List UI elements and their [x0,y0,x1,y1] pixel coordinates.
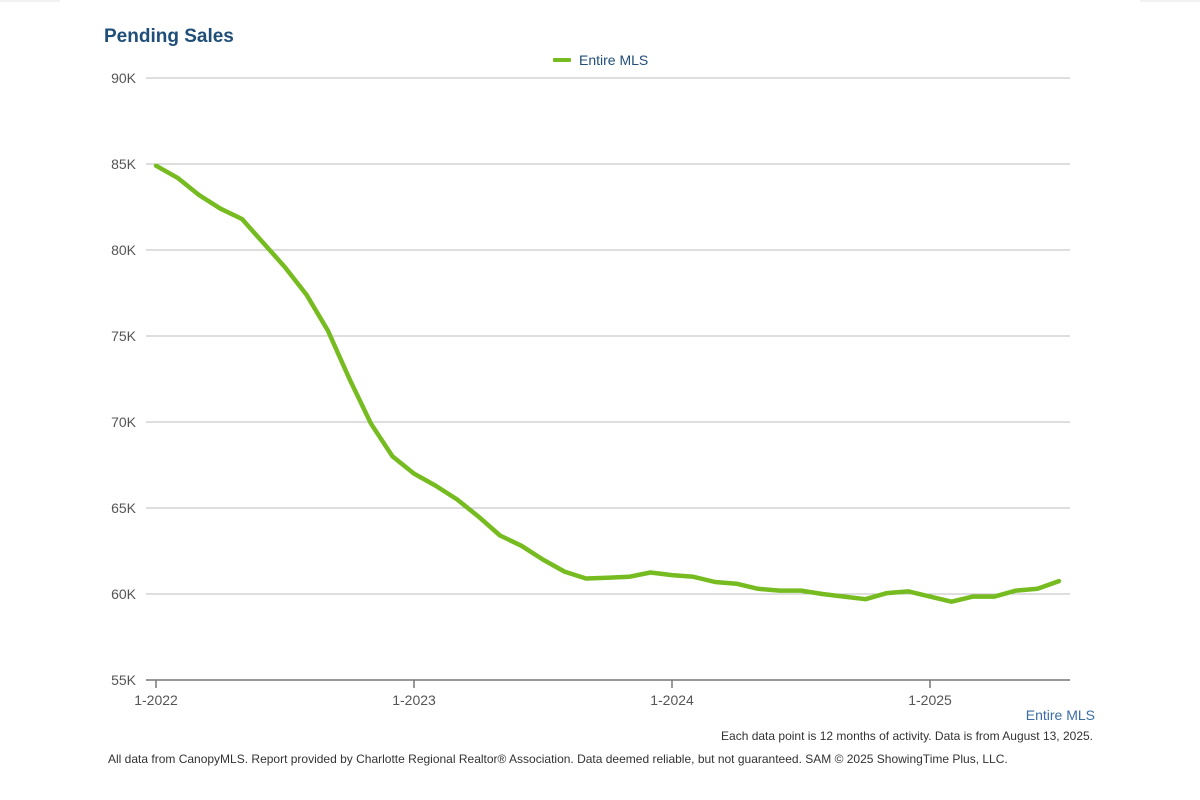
page-edge-left [0,0,60,2]
footer-disclaimer: All data from CanopyMLS. Report provided… [108,752,1008,766]
legend-swatch [553,58,571,62]
x-tick-label: 1-2025 [908,692,952,708]
filter-link[interactable]: Entire MLS [1025,707,1095,723]
y-tick-label: 85K [111,156,137,172]
legend-label: Entire MLS [579,52,649,68]
y-tick-label: 60K [111,586,137,602]
y-tick-label: 80K [111,242,137,258]
y-tick-label: 55K [111,672,137,688]
chart-legend[interactable]: Entire MLS [553,52,648,68]
y-tick-label: 75K [111,328,137,344]
chart-title: Pending Sales [104,26,234,47]
y-tick-label: 90K [111,70,137,86]
x-tick-label: 1-2024 [650,692,694,708]
report-sheet [60,0,1140,800]
x-tick-label: 1-2022 [134,692,178,708]
series-line-entire-mls[interactable] [153,163,1062,604]
data-note: Each data point is 12 months of activity… [721,729,1093,743]
y-tick-label: 65K [111,500,137,516]
x-tick-label: 1-2023 [392,692,436,708]
page-edge-right [1140,0,1200,2]
y-tick-label: 70K [111,414,137,430]
